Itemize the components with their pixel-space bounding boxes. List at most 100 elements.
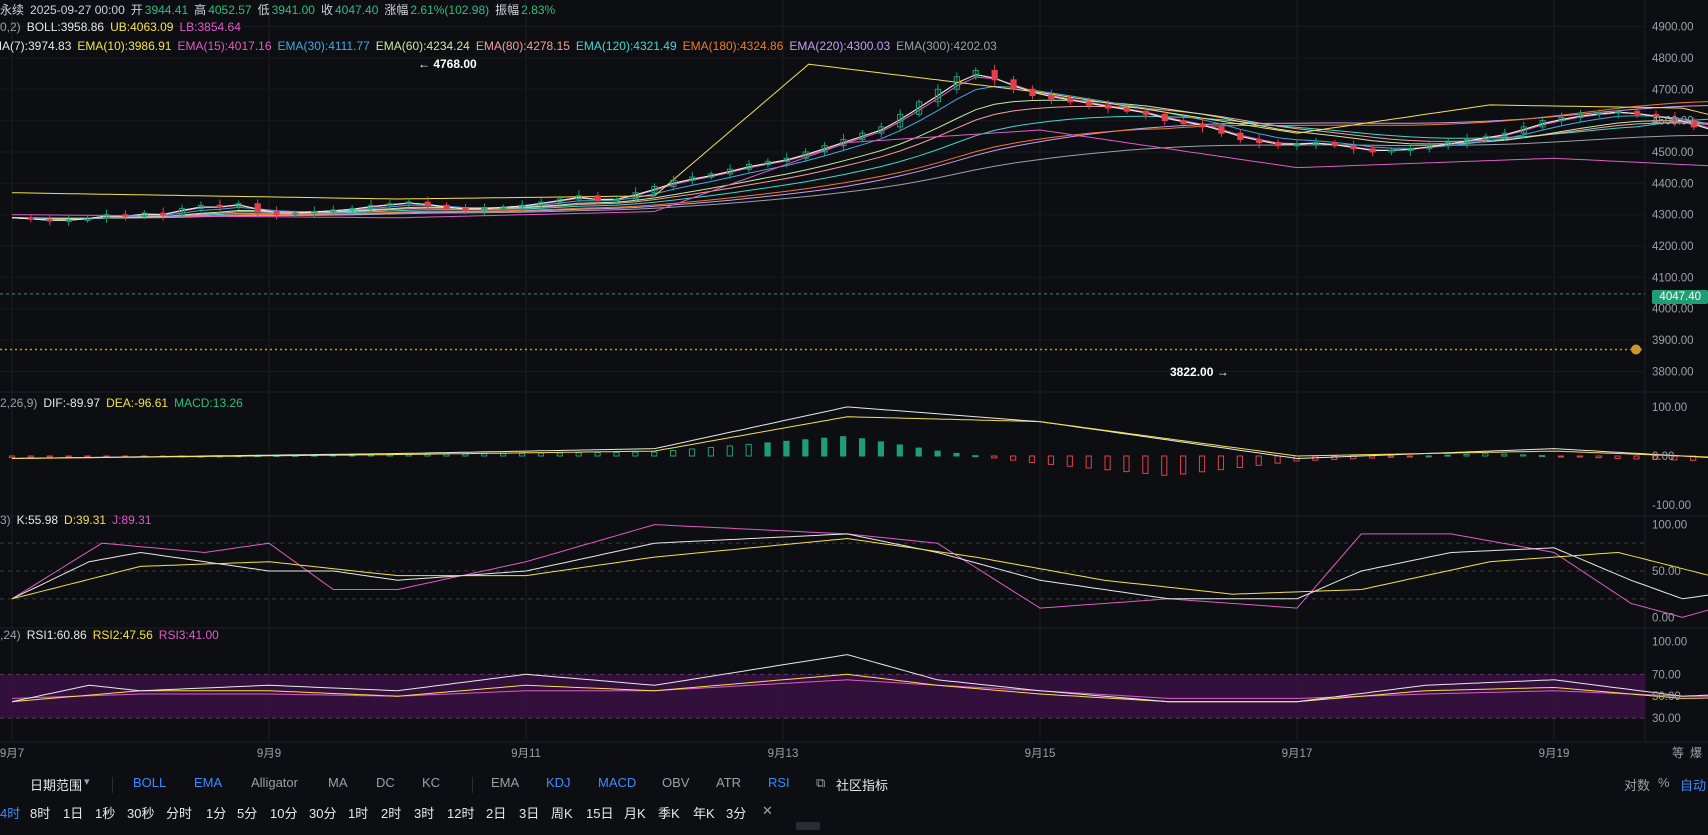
interval-4[interactable]: 30秒	[127, 806, 155, 821]
sub-indicator-obv[interactable]: OBV	[662, 775, 690, 790]
macd-histogram-bar	[1614, 455, 1621, 459]
interval-2[interactable]: 1日	[63, 806, 84, 821]
ema-line	[11, 101, 1708, 219]
sub-indicator-ema[interactable]: EMA	[491, 775, 520, 790]
close-value: 4047.40	[335, 3, 379, 17]
sub-indicator-rsi[interactable]: RSI	[768, 775, 790, 790]
interval-1[interactable]: 8时	[30, 806, 51, 821]
macd-histogram-bar	[575, 452, 582, 457]
macd-histogram-bar	[8, 455, 16, 458]
amplitude-label: 振幅	[495, 3, 520, 17]
x-tick-label: 9月11	[511, 748, 541, 760]
macd-histogram-bar	[896, 444, 903, 457]
candle-body	[953, 76, 960, 90]
ema-line	[11, 99, 1708, 220]
scale-option-2[interactable]: 自动	[1680, 778, 1707, 793]
indicator-ma[interactable]: MA	[328, 775, 348, 790]
macd-histogram-bar	[688, 448, 696, 457]
ema-legend-item: EMA(60):4234.24	[375, 39, 470, 53]
candle-body	[632, 192, 639, 200]
macd-histogram-bar	[1066, 455, 1073, 467]
interval-3[interactable]: 1秒	[95, 806, 116, 821]
interval-17[interactable]: 15日	[586, 806, 614, 821]
kdj-legend: 3) K:55.98 D:39.31 J:89.31	[0, 513, 157, 527]
sub-indicator-macd[interactable]: MACD	[598, 775, 637, 790]
macd-histogram-bar	[1123, 455, 1130, 473]
interval-8[interactable]: 10分	[270, 806, 298, 821]
sub-indicator-atr[interactable]: ATR	[716, 775, 742, 790]
open-label: 开	[130, 3, 143, 17]
candle-body	[197, 204, 205, 209]
x-tick-label: 9月15	[1025, 748, 1056, 760]
close-icon[interactable]: ✕	[762, 803, 773, 818]
candle-body	[1293, 143, 1301, 147]
interval-7[interactable]: 5分	[237, 806, 258, 821]
interval-21[interactable]: 3分	[726, 806, 747, 821]
macd-pane[interactable]	[8, 406, 1708, 505]
macd-histogram-bar	[1538, 455, 1546, 458]
date-range-dropdown[interactable]: 日期范围	[30, 778, 83, 793]
interval-15[interactable]: 3日	[519, 806, 540, 821]
candle-body	[519, 204, 526, 208]
candle-body	[1312, 142, 1319, 145]
price-pane[interactable]	[0, 63, 1708, 364]
interval-9[interactable]: 30分	[309, 806, 337, 821]
interval-16[interactable]: 周K	[551, 806, 573, 821]
interval-11[interactable]: 2时	[381, 806, 402, 821]
interval-19[interactable]: 季K	[658, 806, 680, 821]
candle-body	[1123, 107, 1131, 112]
interval-13[interactable]: 12时	[447, 806, 475, 821]
macd-histogram-bar	[65, 455, 72, 458]
candle-body	[556, 198, 564, 203]
bar-time: 2025-09-27 00:00	[30, 3, 125, 17]
y-tick-label: 70.00	[1652, 669, 1681, 681]
interval-18[interactable]: 月K	[624, 806, 646, 821]
interval-5[interactable]: 分时	[166, 806, 193, 821]
interval-14[interactable]: 2日	[486, 806, 507, 821]
ema-legend-item: EMA(15):4017.16	[177, 39, 272, 53]
corner-labels: 等爆	[1672, 746, 1708, 760]
corner-label-1[interactable]: 等	[1672, 746, 1685, 760]
indicator-boll[interactable]: BOLL	[133, 775, 167, 790]
interval-20[interactable]: 年K	[693, 806, 715, 821]
sub-indicator-kdj[interactable]: KDJ	[546, 775, 571, 790]
kdj-pane[interactable]	[0, 524, 1708, 618]
collapse-handle[interactable]	[796, 822, 820, 830]
indicator-dc[interactable]: DC	[376, 775, 395, 790]
indicator-kc[interactable]: KC	[422, 775, 441, 790]
ema-legend-item: EMA(180):4324.86	[682, 39, 784, 53]
community-indicators-button[interactable]: 社区指标	[836, 778, 889, 793]
candle-body	[1520, 126, 1527, 134]
candle-body	[1067, 98, 1074, 103]
candle-body	[575, 195, 583, 200]
rsi1-line	[11, 654, 1708, 703]
interval-10[interactable]: 1时	[348, 806, 369, 821]
macd-histogram-bar	[1217, 455, 1225, 471]
indicator-ema[interactable]: EMA	[194, 775, 223, 790]
macd-histogram-bar	[745, 443, 752, 457]
interval-6[interactable]: 1分	[206, 806, 227, 821]
macd-histogram-bar	[707, 446, 715, 457]
rsi-pane[interactable]	[0, 654, 1708, 730]
candle-body	[330, 209, 337, 213]
interval-0[interactable]: 4时	[0, 806, 21, 821]
ohlc-header: 永续 2025-09-27 00:00 开 3944.41 高 4052.57 低 3941.…	[0, 3, 561, 17]
ema-legend-item: EMA(120):4321.49	[575, 39, 677, 53]
interval-12[interactable]: 3时	[414, 806, 435, 821]
rsi1: RSI1:60.86	[26, 628, 87, 642]
scale-option-0[interactable]: 对数	[1624, 778, 1651, 793]
macd-histogram-bar	[46, 455, 53, 458]
scale-option-1[interactable]: %	[1658, 775, 1670, 790]
y-tick-label: 100.00	[1652, 636, 1687, 648]
indicator-alligator[interactable]: Alligator	[251, 775, 298, 790]
candle-body	[1671, 116, 1679, 122]
candle-body	[915, 101, 923, 115]
candle-body	[235, 203, 242, 208]
macd-histogram-bar	[726, 445, 733, 457]
macd-histogram-bar	[858, 438, 866, 457]
macd-histogram-bar	[613, 451, 620, 457]
corner-label-2[interactable]: 爆	[1690, 746, 1703, 760]
external-link-icon[interactable]: ⧉	[816, 775, 826, 790]
macd-value: MACD:13.26	[174, 396, 243, 410]
